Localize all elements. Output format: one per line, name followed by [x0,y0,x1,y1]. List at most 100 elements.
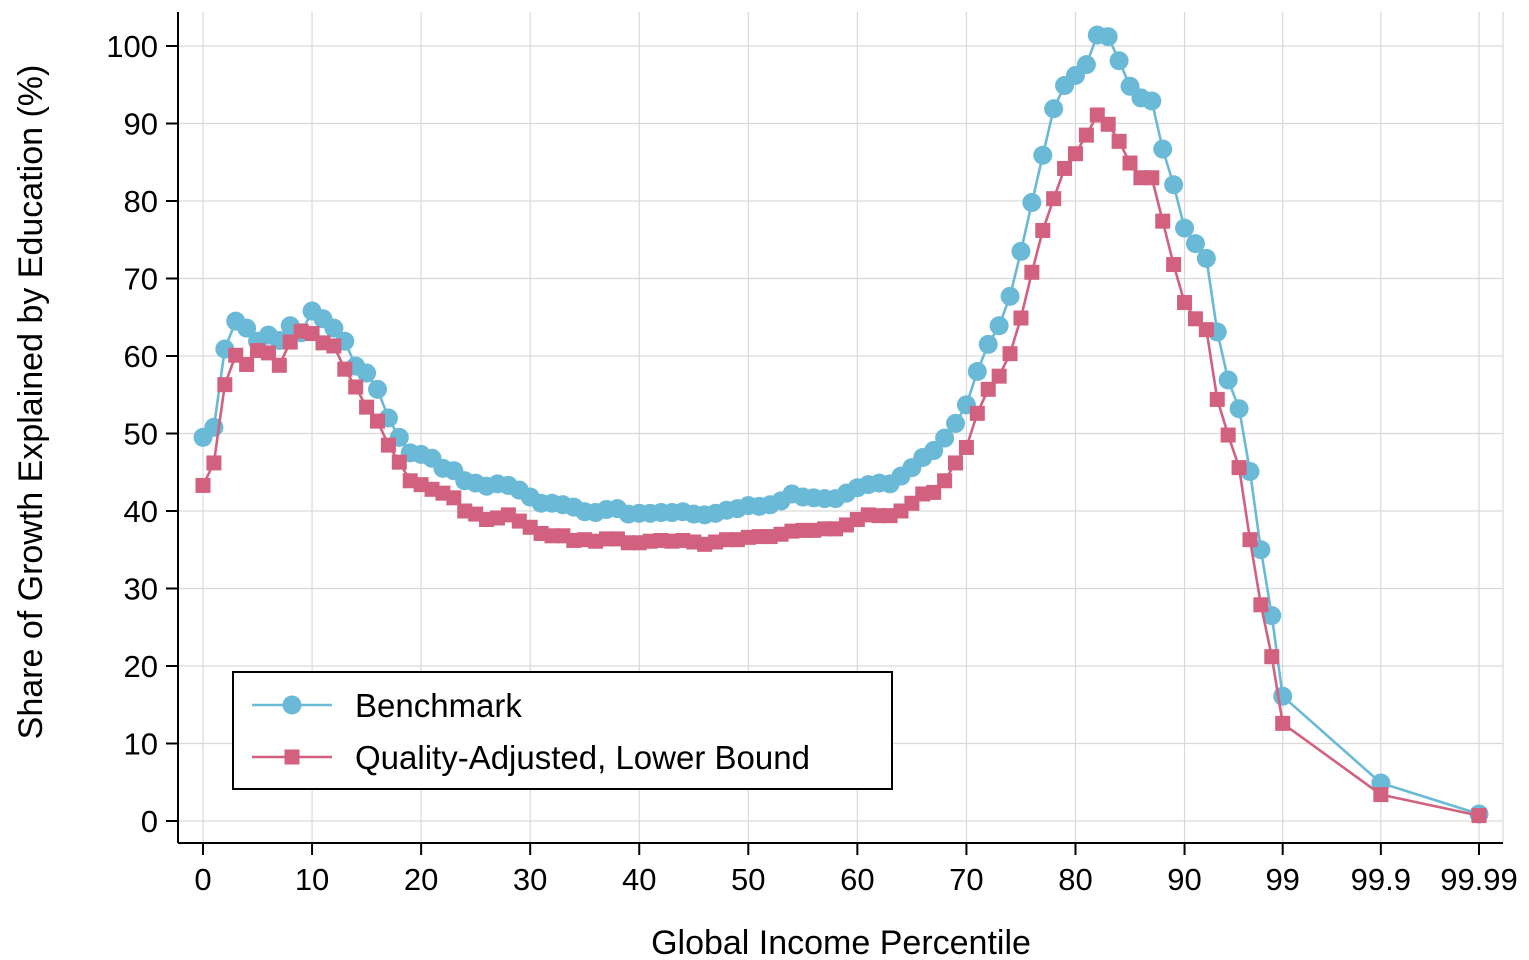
y-tick-label: 80 [124,184,158,219]
x-tick-label: 70 [949,862,983,897]
data-point [1198,322,1214,338]
data-point [324,318,344,338]
data-point [1185,234,1205,254]
x-tick-label: 90 [1167,862,1201,897]
x-tick-label: 30 [513,862,547,897]
y-tick-label: 90 [124,107,158,142]
data-point [1142,91,1162,111]
data-point [967,362,987,381]
series-quality-adjusted [195,107,1487,824]
x-tick-label: 99.99 [1440,862,1518,897]
data-point [237,318,257,338]
data-point [1196,248,1216,268]
y-tick-label: 30 [124,572,158,607]
data-point [1067,146,1083,162]
data-point [989,316,1009,336]
x-tick-label: 10 [295,862,329,897]
x-tick-label: 50 [731,862,765,897]
data-point [1044,99,1064,119]
data-point [1024,264,1040,280]
data-point [1155,213,1171,229]
data-point [446,490,462,506]
data-point [958,439,974,455]
data-point [369,413,385,429]
legend-marker [284,749,300,765]
data-point [217,377,233,393]
data-point [1209,391,1225,407]
data-point [1046,191,1062,207]
data-point [391,454,407,470]
data-point [1057,160,1073,176]
data-point [1166,257,1182,273]
data-point [946,413,966,433]
legend: Benchmark Quality-Adjusted, Lower Bound [232,671,893,790]
data-point [359,399,375,415]
y-tick-label: 40 [124,494,158,529]
data-point [271,357,287,373]
data-point [937,473,953,489]
x-tick-label: 80 [1058,862,1092,897]
y-tick-label: 10 [124,727,158,762]
data-point [1076,55,1096,75]
data-point [1253,597,1269,613]
data-point [1098,27,1118,47]
data-point [260,345,276,361]
data-point [367,379,387,399]
x-tick-label: 40 [622,862,656,897]
series-layer [193,25,1489,824]
data-point [1122,155,1138,171]
y-axis-label: Share of Growth Explained by Education (… [12,65,50,740]
x-tick-label: 20 [404,862,438,897]
y-tick-label: 0 [141,804,158,839]
x-tick-label: 0 [194,862,211,897]
data-point [206,455,222,471]
data-point [239,357,255,373]
data-point [1022,193,1042,213]
data-point [337,361,353,377]
data-point [1111,133,1127,149]
data-point [978,334,998,354]
data-point [348,379,364,395]
data-point [935,428,955,448]
legend-label: Benchmark [355,687,522,724]
data-point [1373,787,1389,803]
y-tick-label: 60 [124,339,158,374]
data-point [195,477,211,493]
data-point [1275,715,1291,731]
y-tick-label: 70 [124,262,158,297]
data-point [924,441,944,461]
data-point [1175,218,1195,238]
y-tick-label: 50 [124,417,158,452]
data-point [1100,116,1116,132]
y-tick-label: 100 [106,29,158,64]
data-point [1471,808,1487,824]
data-point [1144,170,1160,186]
data-point [991,368,1007,384]
data-point [357,363,377,383]
data-point [380,437,396,453]
data-point [326,338,342,354]
legend-marker [282,695,302,715]
legend-label: Quality-Adjusted, Lower Bound [355,739,810,776]
data-point [1177,295,1193,311]
data-point [1220,427,1236,443]
data-point [1013,310,1029,326]
data-point [1002,346,1018,362]
data-point [1035,222,1051,238]
data-point [1109,51,1129,71]
data-point [1218,370,1238,390]
data-point [1264,649,1280,665]
data-point [1229,399,1249,419]
data-point [1033,145,1053,165]
data-point [1000,286,1020,306]
x-tick-label: 99 [1265,862,1299,897]
data-point [1231,460,1247,476]
data-point [948,455,964,471]
data-point [1164,175,1184,195]
x-axis-label: Global Income Percentile [651,924,1031,960]
data-point [1011,241,1031,261]
legend-box [232,671,893,790]
data-point [926,484,942,500]
